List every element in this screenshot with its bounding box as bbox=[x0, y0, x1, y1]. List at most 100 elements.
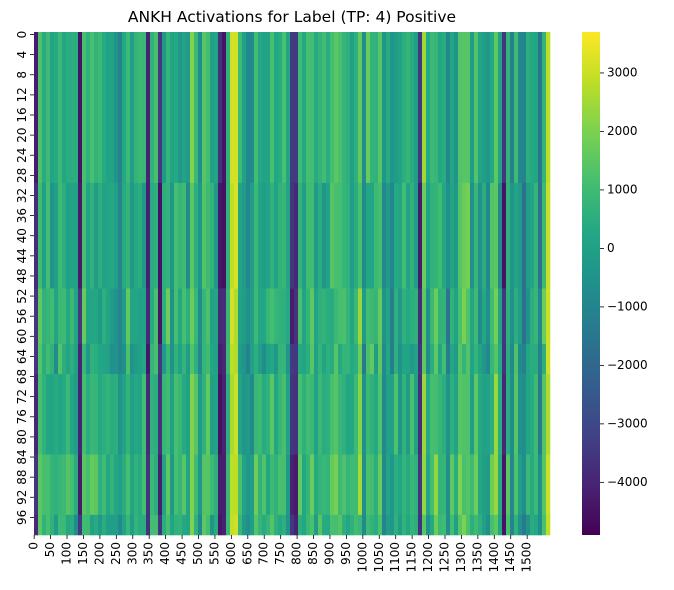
heatmap-cell bbox=[306, 32, 311, 184]
heatmap-cell bbox=[54, 182, 59, 289]
heatmap-cell bbox=[362, 343, 367, 375]
heatmap-cell bbox=[302, 32, 307, 184]
heatmap-cell bbox=[466, 514, 471, 536]
heatmap-cell bbox=[242, 374, 247, 455]
heatmap-cell bbox=[238, 288, 243, 345]
heatmap-cell bbox=[222, 32, 227, 184]
heatmap-cell bbox=[494, 514, 499, 536]
heatmap-cell bbox=[394, 374, 399, 455]
heatmap-cell bbox=[194, 514, 199, 536]
heatmap-cell bbox=[438, 514, 443, 536]
heatmap-cell bbox=[118, 374, 123, 455]
heatmap-cell bbox=[102, 343, 107, 375]
heatmap-cell bbox=[66, 182, 71, 289]
heatmap-cell bbox=[58, 32, 63, 184]
heatmap-cell bbox=[542, 182, 547, 289]
heatmap-cell bbox=[470, 182, 475, 289]
heatmap-cell bbox=[202, 343, 207, 375]
heatmap-cell bbox=[414, 343, 419, 375]
heatmap-cell bbox=[350, 288, 355, 345]
heatmap-cell bbox=[386, 32, 391, 184]
heatmap-cell bbox=[286, 32, 291, 184]
heatmap-cell bbox=[234, 374, 239, 455]
heatmap-cell bbox=[190, 374, 195, 455]
heatmap-cell bbox=[278, 514, 283, 536]
heatmap-cell bbox=[526, 514, 531, 536]
heatmap-cell bbox=[198, 32, 203, 184]
heatmap-cell bbox=[426, 32, 431, 184]
heatmap-cell bbox=[314, 182, 319, 289]
heatmap-cell bbox=[78, 32, 83, 184]
heatmap-cell bbox=[294, 374, 299, 455]
heatmap-cell bbox=[374, 32, 379, 184]
heatmap-cell bbox=[302, 374, 307, 455]
heatmap-cell bbox=[342, 343, 347, 375]
x-tick-label: 1050 bbox=[372, 542, 386, 573]
heatmap-cell bbox=[426, 514, 431, 536]
heatmap-cell bbox=[82, 514, 87, 536]
heatmap-cell bbox=[342, 374, 347, 455]
heatmap-cell bbox=[150, 288, 155, 345]
heatmap-cell bbox=[314, 288, 319, 345]
heatmap-cell bbox=[522, 32, 527, 184]
heatmap-cell bbox=[402, 288, 407, 345]
heatmap-cell bbox=[458, 288, 463, 345]
x-tick-label: 300 bbox=[125, 542, 139, 565]
heatmap-cell bbox=[438, 32, 443, 184]
heatmap-cell bbox=[314, 454, 319, 516]
x-tick-label: 1400 bbox=[487, 542, 501, 573]
heatmap-cell bbox=[450, 343, 455, 375]
heatmap-cell bbox=[102, 374, 107, 455]
heatmap-cell bbox=[294, 32, 299, 184]
heatmap-cell bbox=[106, 374, 111, 455]
heatmap-cell bbox=[230, 32, 235, 184]
heatmap-cell bbox=[414, 514, 419, 536]
y-tick-label: 92 bbox=[15, 490, 29, 505]
heatmap-cell bbox=[134, 514, 139, 536]
heatmap-cell bbox=[522, 374, 527, 455]
heatmap-cell bbox=[310, 374, 315, 455]
heatmap-cell bbox=[126, 343, 131, 375]
heatmap-cell bbox=[326, 182, 331, 289]
heatmap-cell bbox=[362, 32, 367, 184]
heatmap-cell bbox=[474, 514, 479, 536]
heatmap-cell bbox=[182, 514, 187, 536]
heatmap-cell bbox=[34, 454, 39, 516]
heatmap-cell bbox=[154, 374, 159, 455]
heatmap-cell bbox=[210, 374, 215, 455]
heatmap-cell bbox=[98, 32, 103, 184]
heatmap-cell bbox=[90, 32, 95, 184]
heatmap-cell bbox=[518, 454, 523, 516]
heatmap-cell bbox=[326, 343, 331, 375]
x-tick-label: 1200 bbox=[421, 542, 435, 573]
y-tick-label: 40 bbox=[15, 228, 29, 243]
heatmap-cell bbox=[38, 343, 43, 375]
heatmap-cell bbox=[86, 343, 91, 375]
heatmap-cell bbox=[66, 514, 71, 536]
heatmap-cell bbox=[410, 182, 415, 289]
heatmap-cell bbox=[326, 32, 331, 184]
heatmap-cell bbox=[130, 343, 135, 375]
heatmap-cell bbox=[438, 454, 443, 516]
heatmap-cell bbox=[82, 182, 87, 289]
heatmap-cell bbox=[162, 32, 167, 184]
heatmap-cell bbox=[190, 343, 195, 375]
heatmap-cell bbox=[214, 454, 219, 516]
heatmap-cell bbox=[442, 374, 447, 455]
heatmap-cell bbox=[150, 343, 155, 375]
heatmap-cell bbox=[510, 374, 515, 455]
heatmap-cell bbox=[34, 288, 39, 345]
x-tick-label: 650 bbox=[240, 542, 254, 565]
heatmap-cell bbox=[122, 288, 127, 345]
heatmap-cell bbox=[546, 182, 551, 289]
heatmap-cell bbox=[306, 454, 311, 516]
heatmap-cell bbox=[302, 288, 307, 345]
heatmap-cell bbox=[466, 32, 471, 184]
heatmap-cell bbox=[106, 288, 111, 345]
heatmap-cell bbox=[498, 182, 503, 289]
heatmap-cell bbox=[142, 374, 147, 455]
heatmap-cell bbox=[170, 454, 175, 516]
heatmap-cell bbox=[38, 374, 43, 455]
heatmap-cell bbox=[86, 454, 91, 516]
heatmap-cell bbox=[362, 514, 367, 536]
